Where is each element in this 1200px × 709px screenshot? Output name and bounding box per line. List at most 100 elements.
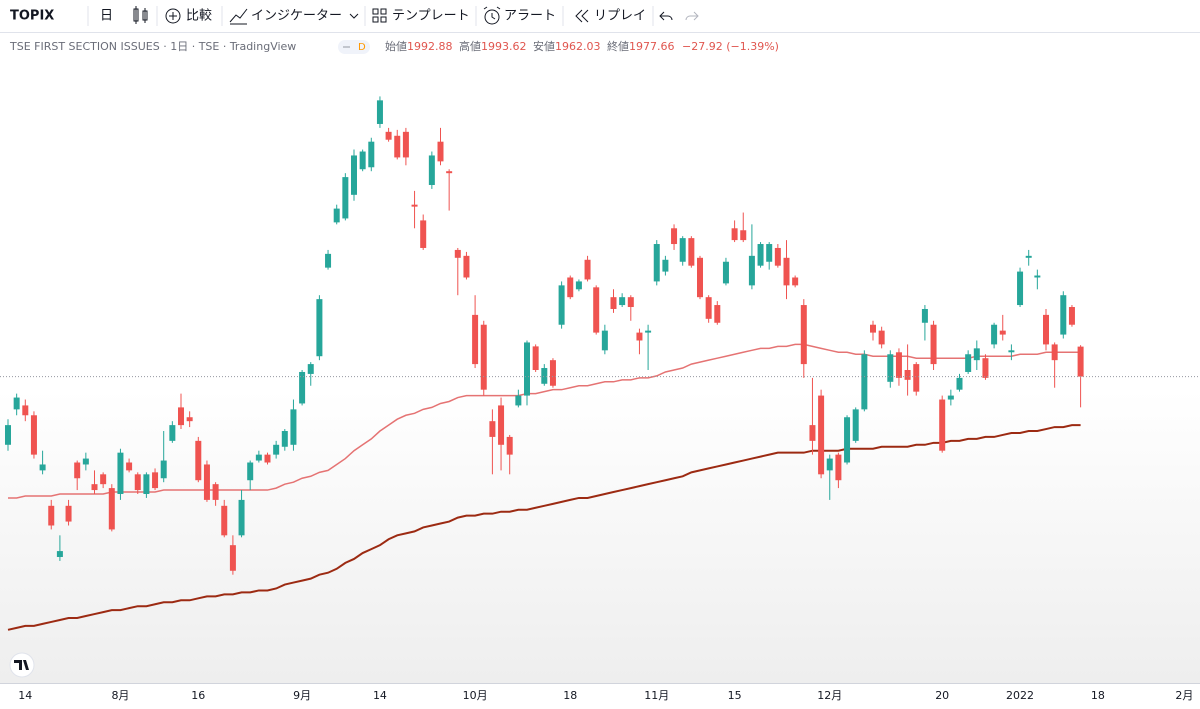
candle-body [255,454,262,461]
candle-body [498,405,505,445]
candle-body [584,259,591,280]
candle-body [610,297,617,309]
candle-body [342,177,349,219]
candle-body [56,551,63,557]
candle-body [169,425,176,441]
x-tick-label: 2022 [1006,689,1034,702]
candle-body [956,377,963,390]
candle-body [748,255,755,286]
candle-body [446,171,453,174]
x-tick-label: 18 [1091,689,1105,702]
symbol-button[interactable]: TOPIX [10,9,54,24]
candle-body [593,287,600,333]
badge: D [358,42,366,53]
candle-body [844,417,851,463]
candle-body [870,324,876,333]
candle-body [809,425,816,441]
candle-body [1008,350,1015,353]
candle-body [48,505,55,526]
candle-body [982,358,989,378]
undo-button[interactable] [659,11,673,21]
indicators-icon[interactable] [229,8,248,25]
candle-body [325,253,332,268]
open-value: 1992.88 [407,40,453,53]
toolbar [0,0,1200,32]
x-tick-label: 12月 [817,689,842,702]
alerts-button[interactable]: アラート [504,9,556,24]
candle-body [991,324,998,345]
candle-body [705,297,712,319]
high-value: 1993.62 [481,40,527,53]
candle-body [852,409,859,441]
candle-body [774,247,781,266]
redo-button[interactable] [685,11,699,21]
interval-button[interactable]: 日 [100,9,113,24]
x-tick-label: 8月 [111,689,129,702]
symbol-description: TSE FIRST SECTION ISSUES · 1日 · TSE · Tr… [9,40,296,53]
tradingview-logo[interactable] [9,652,35,678]
candle-body [264,454,271,463]
candle-body [238,499,245,536]
close-label: 終値 [607,39,629,53]
candle-body [203,464,210,500]
replay-button[interactable]: リプレイ [594,9,646,24]
candle-body [697,257,703,298]
chart-background [0,33,1200,683]
x-tick-label: 14 [373,689,387,702]
candle-body [221,505,228,536]
candle-body [567,277,574,298]
chart-style-button[interactable] [133,6,148,24]
candle-body [887,354,894,382]
compare-icon[interactable] [165,8,181,24]
candle-body [965,354,972,372]
candle-body [861,354,868,410]
compare-button[interactable]: 比較 [186,9,212,24]
candle-body [290,409,297,445]
alerts-icon[interactable] [483,6,501,25]
candle-body [921,308,928,323]
candle-body [100,474,107,485]
candle-body [411,204,418,207]
candle-body [558,285,565,325]
candle-body [757,244,764,266]
badge-background [338,40,370,54]
candle-body [783,257,790,286]
x-tick-label: 9月 [293,689,311,702]
indicators-chevron[interactable] [349,13,359,19]
toolbar-separators [87,6,654,26]
templates-button[interactable]: テンプレート [392,9,470,24]
candle-body [575,281,582,290]
candle-body [688,238,695,266]
candle-body [229,545,236,571]
x-tick-label: 2月 [1175,689,1193,702]
candle-body [835,454,842,481]
replay-icon[interactable] [575,9,589,23]
candle-body [463,255,470,278]
candle-body [91,484,98,491]
candle-body [766,244,773,262]
candle-body [878,330,885,345]
candle-body [273,444,280,455]
candle-body [532,346,539,370]
candle-body [454,249,461,258]
candle-body [134,474,141,491]
candle-body [247,462,254,481]
candle-body [307,364,314,374]
candle-body [1034,275,1041,278]
indicators-button[interactable]: インジケーター [251,9,342,24]
candle-body [662,259,669,272]
candle-body [39,464,46,471]
candle-body [126,462,133,471]
x-tick-label: 16 [191,689,205,702]
candle-body [627,297,634,308]
candle-body [515,395,522,406]
candle-body [30,415,37,455]
candle-body [299,371,306,404]
candle-body [973,348,980,361]
candle-body [351,155,357,195]
templates-icon[interactable] [372,8,387,23]
candle-body [671,228,678,245]
candle-body [714,305,721,323]
candle-body [368,141,375,168]
